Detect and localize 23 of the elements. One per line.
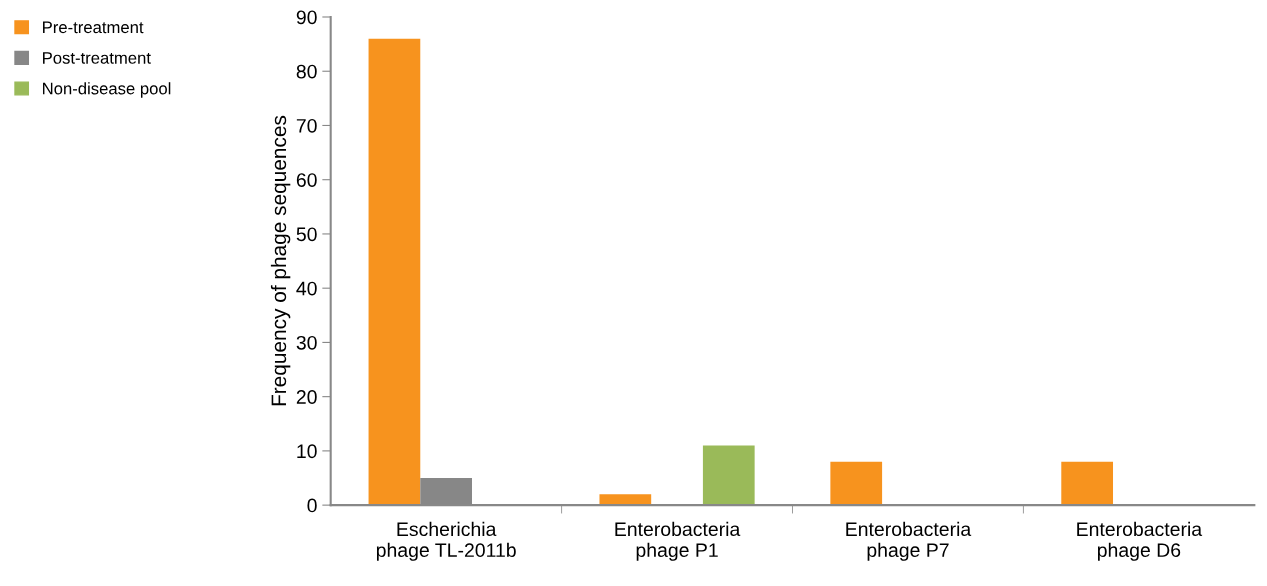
- bar: [830, 461, 883, 506]
- y-tick-label: 20: [296, 390, 317, 404]
- y-tick-label: 40: [296, 281, 317, 296]
- y-tick-label: 90: [296, 10, 317, 25]
- y-tick-label: 80: [296, 64, 317, 79]
- x-tick-label: Enterobacteria phage D6: [1077, 521, 1203, 561]
- y-tick-label: 60: [296, 173, 317, 187]
- x-tick-label: Escherichia phage TL-2011b: [376, 521, 516, 561]
- bar: [368, 38, 421, 506]
- y-tick-label: 10: [297, 444, 317, 459]
- legend-label: Post-treatment: [43, 52, 151, 64]
- y-tick-label: 0: [307, 498, 317, 513]
- legend-label: Pre-treatment: [43, 21, 144, 34]
- x-tick-label: Enterobacteria phage P1: [615, 521, 741, 561]
- y-axis-title: Frequency of phage sequences: [270, 115, 291, 406]
- bar: [702, 445, 755, 506]
- y-tick-label: 70: [296, 118, 317, 133]
- y-tick-label: 50: [296, 227, 317, 242]
- y-tick-label: 30: [296, 335, 317, 350]
- legend-label: Non-disease pool: [43, 82, 171, 98]
- x-tick-label: Enterobacteria phage P7: [846, 521, 972, 561]
- bar: [1061, 461, 1114, 506]
- bar: [599, 494, 652, 506]
